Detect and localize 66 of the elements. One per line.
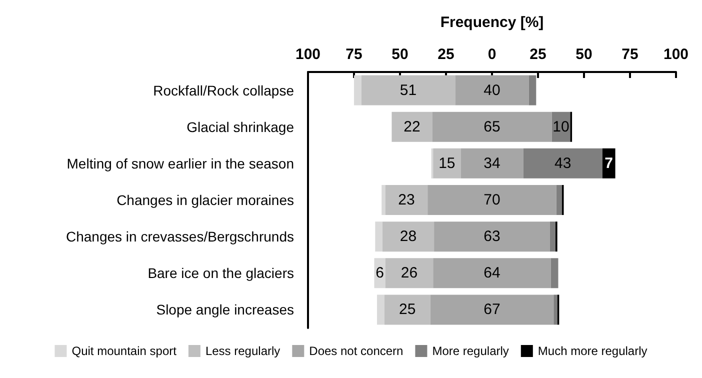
data-label: 25 <box>399 301 416 318</box>
bar <box>385 258 434 288</box>
x-tick-label: 25 <box>438 46 454 63</box>
bar <box>528 75 536 106</box>
legend-label: Quit mountain sport <box>72 344 178 358</box>
data-label: 40 <box>484 82 500 99</box>
data-label: 64 <box>484 264 500 282</box>
y-tick-label: Slope angle increases <box>156 302 294 318</box>
y-tick-label: Changes in crevasses/Bergschrunds <box>66 228 294 245</box>
x-tick-label: 100 <box>663 46 689 63</box>
data-label: 63 <box>484 228 500 246</box>
bar <box>434 222 550 252</box>
y-tick-label: Rockfall/Rock collapse <box>153 82 294 98</box>
x-tick-label: 25 <box>530 46 546 63</box>
bar <box>460 148 524 178</box>
bar <box>382 185 386 215</box>
bar <box>554 294 558 325</box>
data-label: 28 <box>400 228 417 246</box>
bar <box>374 258 386 288</box>
y-tick-label: Changes in glacier moraines <box>116 192 294 208</box>
legend-label: Less regularly <box>205 344 280 358</box>
legend-label: Does not concern <box>309 344 404 358</box>
bar <box>354 75 362 106</box>
bar <box>377 294 384 325</box>
bar <box>361 75 456 106</box>
legend-label: More regularly <box>432 344 509 358</box>
y-tick-label: Melting of snow earlier in the season <box>66 155 294 172</box>
data-label: 23 <box>398 192 415 208</box>
x-tick-label: 75 <box>622 46 638 63</box>
x-tick-label: 75 <box>346 46 362 63</box>
data-label: 7 <box>604 154 614 172</box>
bar <box>556 185 562 215</box>
x-tick-label: 0 <box>488 46 496 63</box>
bar <box>375 222 383 252</box>
bar <box>432 112 552 142</box>
bar <box>433 148 461 178</box>
data-label: 70 <box>484 192 500 208</box>
bar <box>392 112 432 142</box>
bar <box>385 185 428 215</box>
bar <box>430 294 554 325</box>
bar <box>384 294 430 325</box>
legend-label: Much more regularly <box>538 344 648 358</box>
data-label: 6 <box>376 264 384 282</box>
data-label: 10 <box>552 118 570 136</box>
data-label: 15 <box>438 154 456 172</box>
x-tick-label: 50 <box>392 46 408 63</box>
bar <box>455 75 529 106</box>
bar <box>550 222 556 252</box>
data-label: 67 <box>484 301 500 318</box>
data-label: 51 <box>400 82 417 99</box>
bar <box>433 258 551 288</box>
bar <box>523 148 602 178</box>
bar <box>382 222 434 252</box>
data-label: 34 <box>484 154 500 172</box>
x-axis-title: Frequency [%] <box>440 14 544 31</box>
data-label: 43 <box>554 154 572 172</box>
x-tick-label: 100 <box>295 46 321 63</box>
x-tick-label: 50 <box>576 46 592 63</box>
y-tick-label: Bare ice on the glaciers <box>148 265 294 282</box>
bar <box>602 148 616 178</box>
y-tick-label: Glacial shrinkage <box>186 118 294 135</box>
data-label: 65 <box>484 118 500 136</box>
bar <box>428 185 556 215</box>
data-label: 22 <box>404 118 420 136</box>
data-label: 26 <box>400 264 418 282</box>
bar <box>550 258 558 288</box>
